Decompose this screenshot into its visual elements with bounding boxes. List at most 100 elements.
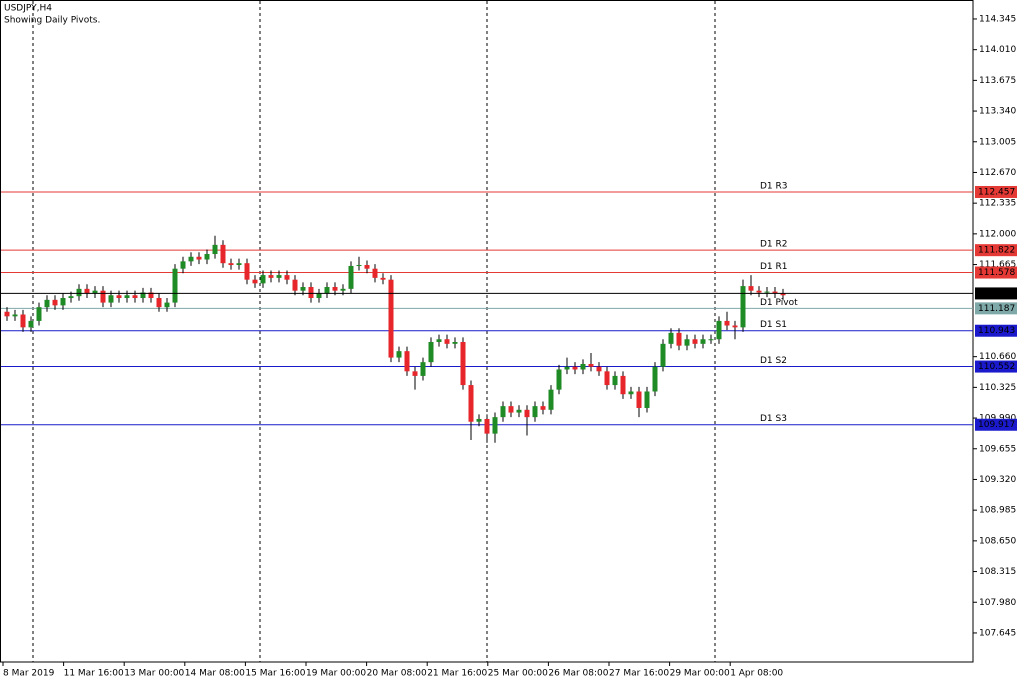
candle-body xyxy=(116,295,122,299)
candle-body xyxy=(148,292,154,299)
candle-body xyxy=(692,339,698,344)
price-badge-label: 111.578 xyxy=(978,268,1015,278)
candle-body xyxy=(676,332,682,346)
candle-body xyxy=(292,279,298,291)
candle-body xyxy=(548,389,554,410)
y-tick-label: 107.980 xyxy=(979,598,1016,608)
candle-body xyxy=(236,263,242,266)
candle-body xyxy=(316,293,322,299)
candle-body xyxy=(612,375,618,386)
price-badge-label: 110.943 xyxy=(978,326,1015,336)
y-tick-label: 112.670 xyxy=(979,168,1016,178)
candle-body xyxy=(580,363,586,370)
candle-body xyxy=(444,339,450,344)
candle-body xyxy=(180,261,186,269)
y-tick-label: 114.010 xyxy=(979,45,1016,55)
y-tick-label: 108.315 xyxy=(979,567,1016,577)
candle-body xyxy=(732,325,738,328)
x-tick-label: 29 Mar 00:00 xyxy=(670,669,730,679)
x-tick-label: 11 Mar 16:00 xyxy=(64,669,124,679)
candle-body xyxy=(76,288,82,297)
candle-body xyxy=(420,362,426,376)
price-badge-label: 112.457 xyxy=(978,187,1015,197)
candle-body xyxy=(756,290,762,293)
pivot-label: D1 R3 xyxy=(760,181,788,191)
y-tick-label: 109.320 xyxy=(979,475,1016,485)
y-tick-label: 107.645 xyxy=(979,628,1016,638)
x-tick-label: 25 Mar 00:00 xyxy=(488,669,548,679)
candle-body xyxy=(468,385,474,422)
candle-body xyxy=(300,287,306,291)
pivot-label: D1 S3 xyxy=(760,414,787,424)
candle-body xyxy=(324,287,330,294)
candle-body xyxy=(340,288,346,291)
price-badge-label: 110.552 xyxy=(978,362,1015,372)
candle-body xyxy=(572,366,578,370)
separators xyxy=(32,1,716,662)
candle-body xyxy=(60,298,66,306)
candle-body xyxy=(564,366,570,370)
pivot-label: D1 R2 xyxy=(760,240,788,250)
candle-body xyxy=(364,265,370,269)
x-tick-label: 13 Mar 00:00 xyxy=(124,669,184,679)
candle-body xyxy=(500,406,506,418)
candle-body xyxy=(308,287,314,299)
candle-body xyxy=(396,351,402,358)
candle-body xyxy=(772,291,778,294)
price-badge xyxy=(975,302,1017,315)
y-tick-label: 109.655 xyxy=(979,444,1016,454)
candle-body xyxy=(28,320,34,328)
candle-body xyxy=(140,292,146,299)
candle-body xyxy=(284,275,290,280)
candle-body xyxy=(716,320,722,340)
y-tick-label: 113.340 xyxy=(979,107,1016,117)
candle-body xyxy=(700,339,706,344)
candle-body xyxy=(196,256,202,260)
price-badge xyxy=(975,360,1017,373)
candle-body xyxy=(92,290,98,294)
candle-body xyxy=(212,244,218,255)
candle-body xyxy=(164,302,170,308)
y-tick-label: 112.335 xyxy=(979,199,1016,209)
candle-body xyxy=(108,295,114,303)
candle-body xyxy=(388,279,394,358)
candle-body xyxy=(644,391,650,408)
candle-body xyxy=(636,391,642,408)
candle-body xyxy=(556,369,562,390)
pivot-label: D1 S2 xyxy=(760,356,787,366)
candle-body xyxy=(484,418,490,434)
price-badge-label: 111.350 xyxy=(978,289,1015,299)
candle-body xyxy=(172,268,178,303)
candle-body xyxy=(348,265,354,289)
x-tick-label: 1 Apr 08:00 xyxy=(730,669,783,679)
candle-body xyxy=(404,351,410,372)
candle-body xyxy=(252,279,258,284)
candle-body xyxy=(652,366,658,392)
y-tick-label: 111.665 xyxy=(979,260,1016,270)
y-tick-label: 108.650 xyxy=(979,536,1016,546)
candle-body xyxy=(764,291,770,293)
candle-body xyxy=(428,341,434,363)
x-tick-label: 8 Mar 2019 xyxy=(3,669,55,679)
x-tick-label: 26 Mar 08:00 xyxy=(548,669,608,679)
pivot-label: D1 R1 xyxy=(760,262,788,272)
candle-body xyxy=(124,295,130,299)
x-tick-label: 21 Mar 16:00 xyxy=(427,669,487,679)
candle-body xyxy=(460,341,466,386)
candle-body xyxy=(4,311,10,317)
candle-body xyxy=(332,287,338,291)
candle-body xyxy=(684,339,690,346)
x-tick-label: 15 Mar 16:00 xyxy=(245,669,305,679)
candle-body xyxy=(628,391,634,395)
candle-body xyxy=(372,268,378,278)
y-tick-label: 113.005 xyxy=(979,137,1016,147)
chart-subtitle: Showing Daily Pivots. xyxy=(4,16,100,26)
x-tick-label: 27 Mar 16:00 xyxy=(609,669,669,679)
y-tick-label: 112.000 xyxy=(979,229,1016,239)
candle-body xyxy=(524,409,530,418)
candle-body xyxy=(12,314,18,317)
candle-body xyxy=(84,288,90,294)
candle-body xyxy=(748,286,754,291)
price-badge xyxy=(975,287,1017,300)
candle-body xyxy=(356,265,362,267)
